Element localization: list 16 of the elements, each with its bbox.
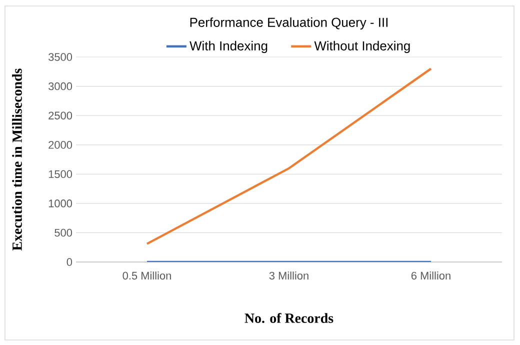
y-tick-label: 3500 <box>48 53 72 61</box>
y-tick-label: 0 <box>66 258 72 266</box>
x-tick-label: 6 Million <box>411 272 450 280</box>
y-tick-label: 3000 <box>48 82 72 90</box>
legend-label: Without Indexing <box>314 40 410 54</box>
x-axis-title: No. of Records <box>244 312 334 324</box>
x-tick-label: 0.5 Million <box>122 272 171 280</box>
y-tick-label: 500 <box>54 228 72 237</box>
chart-title: Performance Evaluation Query - III <box>190 17 388 30</box>
y-tick-label: 2500 <box>48 112 72 120</box>
legend-label: With Indexing <box>190 40 268 54</box>
y-tick-label: 1500 <box>48 170 72 178</box>
y-tick-label: 1000 <box>48 200 72 208</box>
y-axis-title: Execution time in Milliseconds <box>12 68 22 251</box>
x-tick-label: 3 Million <box>269 272 308 280</box>
y-tick-label: 2000 <box>48 140 72 149</box>
